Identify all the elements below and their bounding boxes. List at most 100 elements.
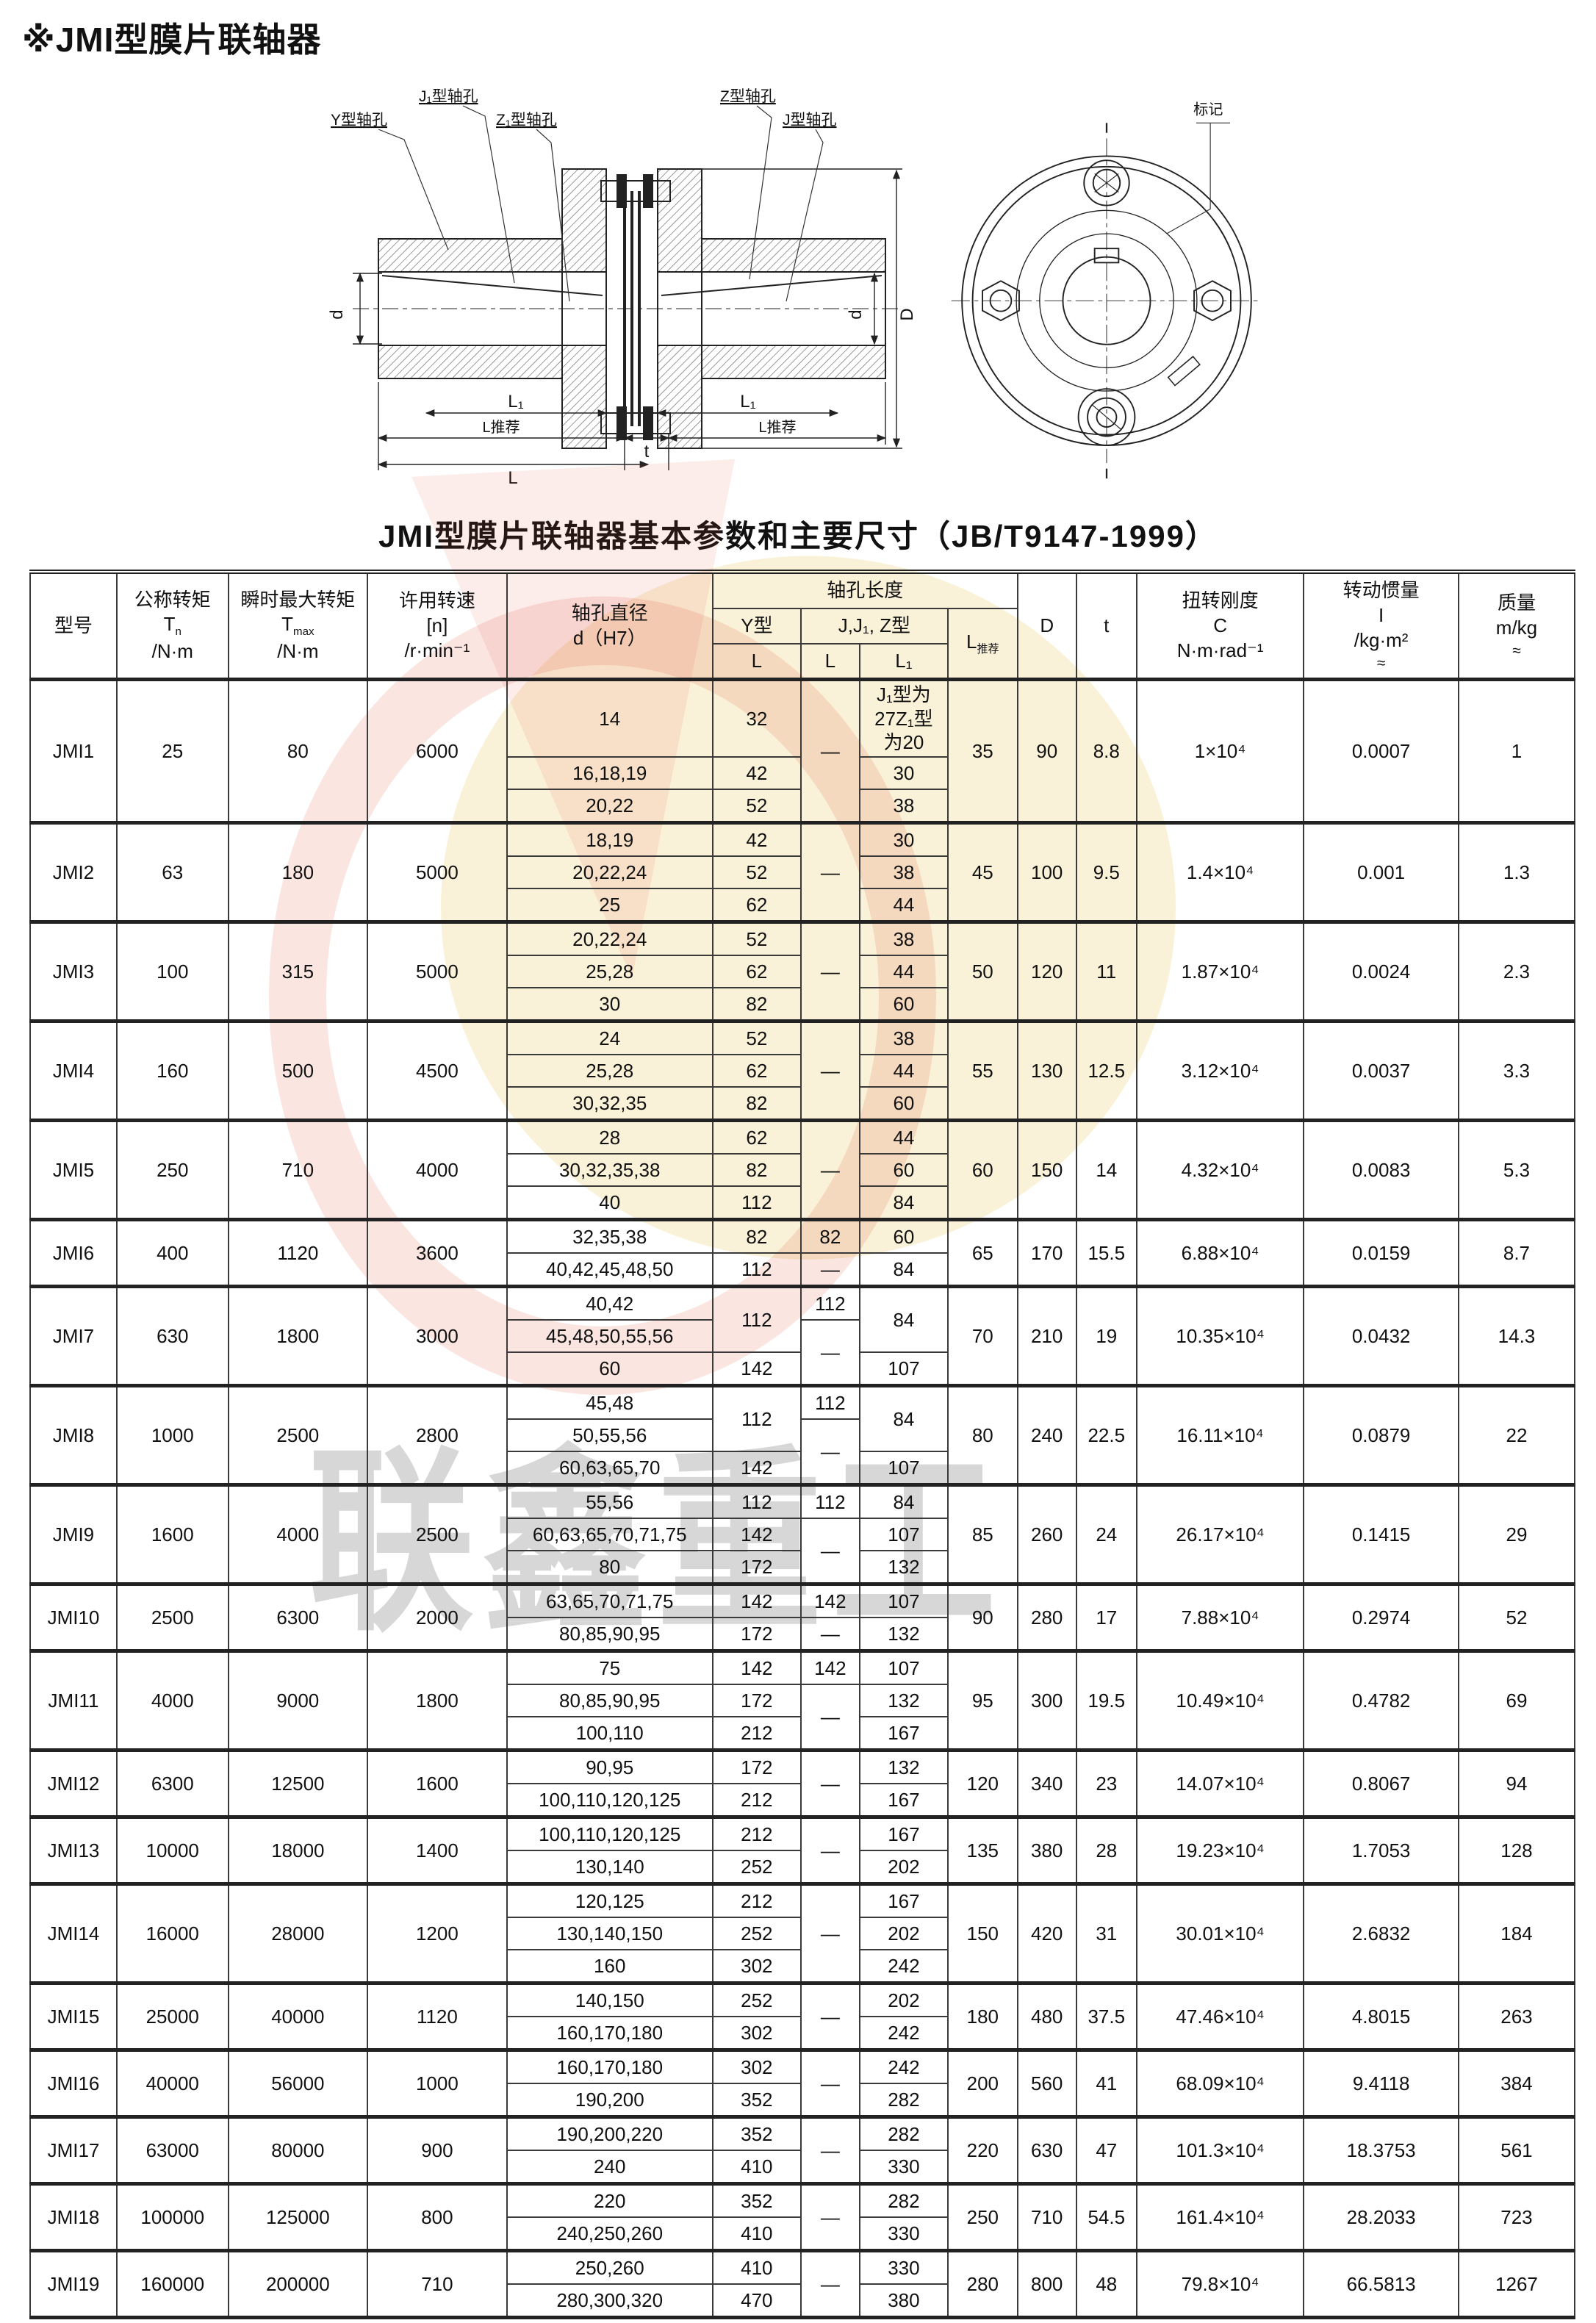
mass-cell: 561 — [1457, 2114, 1576, 2185]
col-header-max-torque: 瞬时最大转矩 Tmax /N·m — [227, 571, 369, 681]
jz-length-cell: — — [799, 919, 860, 1022]
col-header-inertia: 转动惯量 I /kg·m² ≈ — [1303, 571, 1459, 681]
table-row: 80 172 132 — [30, 1549, 1575, 1585]
mass-cell: 1 — [1457, 678, 1576, 824]
col-header-stiffness: 扭转刚度 C N·m·rad⁻¹ — [1135, 571, 1305, 681]
jz-length-cell: — — [799, 820, 860, 923]
dim-L1-right: L₁ — [740, 392, 755, 412]
l1-length-cell: 60 — [858, 986, 949, 1022]
y-length-cell: 172 — [711, 1549, 802, 1585]
inertia-cell: 18.3753 — [1303, 2114, 1459, 2185]
table-row: JMI10 2500 6300 2000 63,65,70,71,75 142 142 107… — [29, 1581, 1576, 1652]
bore-diameter-cell: 28 — [506, 1118, 713, 1155]
inertia-cell: 0.4782 — [1303, 1648, 1459, 1751]
inertia-label: 转动惯量 — [1342, 579, 1420, 602]
bore-label: 轴孔直径 — [571, 601, 648, 624]
stiffness-cell: 10.35×10⁴ — [1135, 1284, 1305, 1387]
bore-diameter-cell: 240,250,260 — [506, 2216, 713, 2252]
outer-diameter-cell: 130 — [1016, 1019, 1077, 1121]
bore-diameter-cell: 100,110 — [506, 1715, 713, 1751]
y-length-cell: 32 — [711, 678, 802, 758]
y-length-cell: 172 — [711, 1683, 802, 1717]
col-header-t: t — [1075, 571, 1137, 681]
y-length-cell: 142 — [711, 1351, 802, 1387]
jz-length-cell: — — [799, 1517, 860, 1585]
y-length-cell: 302 — [711, 2015, 802, 2051]
y-length-cell: 410 — [711, 2248, 802, 2285]
outer-diameter-cell: 300 — [1016, 1648, 1077, 1751]
bore-diameter-cell: 45,48 — [506, 1383, 713, 1420]
l1-length-cell: 202 — [858, 1916, 949, 1950]
l1-length-cell: 330 — [858, 2216, 949, 2252]
y-length-cell: 62 — [711, 954, 802, 988]
jz-length-cell: — — [799, 2114, 860, 2185]
max-torque-cell: 710 — [227, 1118, 369, 1221]
l-recommended-cell: 280 — [946, 2248, 1018, 2319]
mass-cell: 1.3 — [1457, 820, 1576, 923]
t-dim-cell: 28 — [1075, 1814, 1137, 1885]
l-recommended-cell: 35 — [946, 678, 1018, 824]
max-torque-cell: 200000 — [227, 2248, 369, 2319]
jz-length-cell: — — [799, 2248, 860, 2319]
nominal-torque-cell: 40000 — [115, 2047, 229, 2118]
bore-diameter-cell: 190,200 — [506, 2082, 713, 2118]
bore-diameter-cell: 30,32,35 — [506, 1085, 713, 1121]
t-dim-cell: 9.5 — [1075, 820, 1137, 923]
inertia-cell: 0.0007 — [1303, 678, 1459, 824]
max-torque-cell: 315 — [227, 919, 369, 1022]
speed-cell: 4000 — [367, 1118, 508, 1221]
mass-cell: 1267 — [1457, 2248, 1576, 2319]
y-length-cell: 410 — [711, 2149, 802, 2185]
stiffness-cell: 79.8×10⁴ — [1135, 2248, 1305, 2319]
z1-bore-label: Z₁型轴孔 — [496, 112, 557, 129]
stiffness-label: 扭转刚度 — [1182, 589, 1259, 611]
table-row: JMI7 630 1800 3000 40,42 112 112 84 70 210 19 10.35… — [29, 1284, 1576, 1387]
nominal-torque-cell: 63 — [115, 820, 229, 923]
inertia-unit: /kg·m² — [1354, 628, 1409, 651]
bore-diameter-cell: 24 — [506, 1019, 713, 1055]
y-length-cell: 142 — [711, 1517, 802, 1551]
outer-diameter-cell: 480 — [1016, 1981, 1077, 2051]
table-row: JMI1 25 80 6000 14 32— J₁型为 27Z₁型 为20 35 90 8.8 1×… — [29, 678, 1576, 824]
l1-length-cell: 84 — [858, 1383, 949, 1452]
y-length-cell: 142 — [711, 1450, 802, 1486]
nominal-torque-cell: 10000 — [115, 1814, 229, 1885]
jz-length-cell: — — [799, 2181, 860, 2252]
speed-cell: 5000 — [367, 919, 508, 1022]
table-row: JMI15 25000 40000 1120 140,150 252—202 180 480 3… — [29, 1981, 1576, 2051]
coupling-section-drawing: Y型轴孔 J₁型轴孔 Z₁型轴孔 Z型轴孔 J型轴孔 d d D L₁ L推荐 … — [327, 88, 917, 488]
max-torque-cell: 500 — [227, 1019, 369, 1121]
l1-length-cell: 242 — [858, 1948, 949, 1984]
t-dim-cell: 31 — [1075, 1881, 1137, 1984]
table-row: 80,85,90,95 172—132 — [30, 1683, 1575, 1751]
l-recommended-cell: 220 — [946, 2114, 1018, 2185]
nominal-torque-cell: 160000 — [115, 2248, 229, 2319]
col-header-D: D — [1016, 571, 1077, 681]
outer-diameter-cell: 210 — [1016, 1284, 1077, 1387]
y-length-cell: 112 — [711, 1284, 802, 1353]
table-row: 100,110 212 167 — [30, 1715, 1575, 1751]
t-dim-cell: 48 — [1075, 2248, 1137, 2319]
y-length-cell: 172 — [711, 1748, 802, 1784]
mass-cell: 94 — [1457, 1748, 1576, 1818]
table-row: 80,85,90,95 172—132 — [30, 1616, 1575, 1652]
model-cell: JMI17 — [29, 2114, 118, 2185]
l-recommended-cell: 200 — [946, 2047, 1018, 2118]
l1-length-cell: 84 — [858, 1185, 949, 1221]
inertia-cell: 4.8015 — [1303, 1981, 1459, 2051]
inertia-cell: 0.0432 — [1303, 1284, 1459, 1387]
l1-length-cell: 132 — [858, 1616, 949, 1652]
nominal-torque-cell: 100000 — [115, 2181, 229, 2252]
y-length-cell: 82 — [711, 1085, 802, 1121]
l1-length-cell: 30 — [858, 820, 949, 857]
l1-length-cell: 132 — [858, 1748, 949, 1784]
col-header-model: 型号 — [29, 571, 118, 681]
mass-cell: 5.3 — [1457, 1118, 1576, 1221]
model-cell: JMI19 — [29, 2248, 118, 2319]
max-torque-cell: 18000 — [227, 1814, 369, 1885]
header-row-1: 型号 公称转矩 Tn /N·m 瞬时最大转矩 Tmax /N·m 许用转速 [n… — [29, 571, 1576, 681]
table-row: JMI18 100000 125000 800 220 352—282 250 710 54.5… — [29, 2181, 1576, 2252]
nominal-torque-cell: 400 — [115, 1217, 229, 1288]
table-row: JMI5 250 710 4000 28 62—44 60 150 14 4.32×10⁴ 0.00… — [29, 1118, 1576, 1221]
nominal-torque-unit: /N·m — [151, 640, 193, 663]
